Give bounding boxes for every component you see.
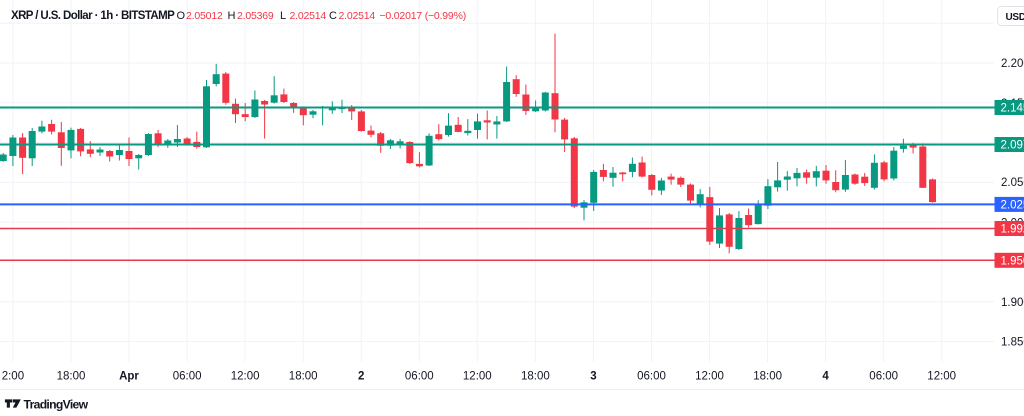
svg-text:18:00: 18:00 xyxy=(753,370,782,382)
svg-text:XRP / U.S. Dollar · 1h · BITST: XRP / U.S. Dollar · 1h · BITSTAMP xyxy=(11,10,175,22)
svg-text:C: C xyxy=(329,10,337,22)
svg-text:TradingView: TradingView xyxy=(24,398,89,412)
svg-text:06:00: 06:00 xyxy=(637,370,666,382)
svg-text:06:00: 06:00 xyxy=(173,370,202,382)
svg-text:4: 4 xyxy=(822,370,829,382)
svg-text:2.050: 2.050 xyxy=(1001,177,1024,189)
svg-text:12:00: 12:00 xyxy=(231,370,260,382)
svg-text:18:00: 18:00 xyxy=(521,370,550,382)
svg-text:2.05369: 2.05369 xyxy=(237,10,274,22)
svg-text:12:00: 12:00 xyxy=(463,370,492,382)
svg-text:1.850: 1.850 xyxy=(1001,337,1024,349)
svg-text:06:00: 06:00 xyxy=(405,370,434,382)
svg-text:2:00: 2:00 xyxy=(2,370,24,382)
svg-text:12:00: 12:00 xyxy=(695,370,724,382)
svg-text:2.02514: 2.02514 xyxy=(339,10,376,22)
svg-text:1.950: 1.950 xyxy=(1001,256,1024,268)
svg-text:Apr: Apr xyxy=(119,370,139,382)
svg-text:2.025: 2.025 xyxy=(1001,200,1024,212)
svg-text:2.097: 2.097 xyxy=(1001,140,1024,152)
svg-text:12:00: 12:00 xyxy=(927,370,956,382)
svg-text:USD: USD xyxy=(1006,12,1024,23)
svg-text:−0.02017 (−0.99%): −0.02017 (−0.99%) xyxy=(380,10,467,22)
svg-text:L: L xyxy=(280,10,286,22)
svg-text:O: O xyxy=(177,10,186,22)
svg-text:1.992: 1.992 xyxy=(1001,224,1024,236)
svg-text:2.145: 2.145 xyxy=(1001,103,1024,115)
svg-text:18:00: 18:00 xyxy=(289,370,318,382)
svg-text:2.05012: 2.05012 xyxy=(186,10,223,22)
svg-text:2: 2 xyxy=(358,370,364,382)
svg-text:3: 3 xyxy=(590,370,596,382)
svg-text:H: H xyxy=(228,10,236,22)
svg-text:2.02514: 2.02514 xyxy=(290,10,327,22)
svg-text:2.200: 2.200 xyxy=(1001,58,1024,70)
svg-text:1.900: 1.900 xyxy=(1001,297,1024,309)
svg-text:18:00: 18:00 xyxy=(57,370,86,382)
svg-text:06:00: 06:00 xyxy=(869,370,898,382)
